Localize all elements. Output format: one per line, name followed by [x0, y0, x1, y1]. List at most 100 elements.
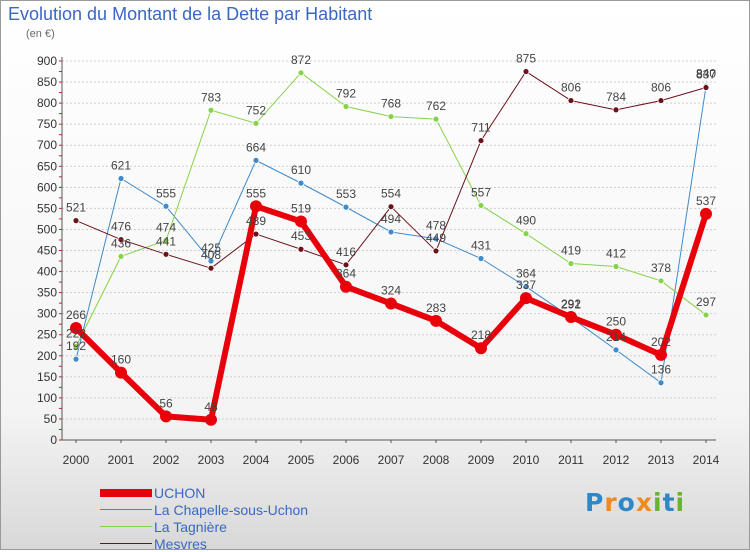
data-label: 214	[606, 330, 626, 344]
logo-letter: P	[585, 488, 605, 517]
data-point	[117, 236, 125, 243]
legend: UCHON La Chapelle-sous-Uchon La Tagnière Me…	[100, 484, 308, 552]
legend-label: UCHON	[154, 484, 206, 501]
data-point	[700, 207, 712, 220]
y-tick-label: 500	[37, 222, 57, 236]
data-point	[297, 179, 305, 187]
data-label: 222	[66, 327, 86, 341]
data-label: 752	[246, 103, 266, 117]
data-label: 192	[66, 339, 86, 353]
data-label: 218	[471, 328, 491, 342]
x-tick-label: 2011	[558, 453, 584, 467]
y-tick-label: 250	[37, 328, 57, 342]
data-point	[117, 252, 125, 260]
data-point	[205, 413, 217, 426]
grid-lines	[62, 60, 716, 441]
data-label: 441	[156, 234, 176, 248]
data-label: 250	[606, 315, 626, 329]
data-point	[160, 410, 172, 423]
chart-title: Evolution du Montant de la Dette par Hab…	[8, 4, 373, 24]
data-label: 494	[381, 212, 401, 226]
data-point	[207, 257, 215, 265]
legend-label: Mesvres	[154, 535, 207, 552]
data-label: 489	[246, 214, 266, 228]
data-label: 425	[201, 241, 221, 255]
data-point	[520, 292, 532, 305]
data-point	[432, 247, 440, 255]
data-label: 837	[696, 68, 716, 82]
data-point	[295, 215, 307, 228]
data-point	[207, 264, 215, 272]
data-point	[477, 255, 485, 262]
x-tick-label: 2010	[513, 453, 540, 467]
data-label: 783	[201, 90, 221, 104]
data-label: 431	[471, 239, 491, 253]
x-tick-label: 2006	[333, 453, 360, 467]
x-tick-label: 2008	[423, 453, 450, 467]
data-label: 840	[696, 66, 716, 80]
data-point	[385, 297, 397, 310]
data-label: 490	[516, 214, 536, 228]
data-label: 364	[336, 267, 356, 281]
data-label: 48	[204, 400, 218, 414]
y-tick-label: 50	[44, 412, 58, 426]
data-label: 337	[516, 278, 536, 292]
data-label: 806	[561, 81, 581, 95]
data-point	[702, 311, 710, 319]
data-point	[475, 342, 487, 355]
data-point	[567, 97, 575, 104]
data-label: 297	[696, 295, 716, 309]
data-point	[342, 261, 350, 269]
data-point	[340, 280, 352, 293]
legend-label: La Tagnière	[154, 518, 227, 535]
y-tick-label: 650	[37, 159, 57, 173]
x-tick-label: 2002	[153, 453, 180, 467]
data-point	[250, 200, 262, 213]
data-point	[387, 203, 395, 211]
data-point	[72, 343, 80, 350]
data-point	[72, 355, 80, 363]
data-point	[115, 366, 127, 379]
data-label: 56	[159, 396, 173, 410]
x-tick-label: 2001	[108, 453, 135, 467]
data-label: 555	[156, 186, 176, 200]
data-point	[162, 250, 170, 258]
data-point	[430, 314, 442, 327]
legend-label: La Chapelle-sous-Uchon	[154, 501, 309, 518]
data-point	[207, 106, 215, 114]
data-point	[477, 137, 485, 144]
y-tick-label: 850	[37, 75, 57, 89]
logo-letter: t	[662, 488, 676, 517]
data-label: 762	[426, 99, 446, 113]
data-point	[72, 217, 80, 225]
data-point	[342, 203, 350, 211]
data-label: 378	[651, 261, 671, 275]
y-tick-label: 350	[37, 286, 57, 300]
data-point	[432, 115, 440, 123]
data-label: 872	[291, 53, 311, 67]
data-label: 711	[471, 121, 490, 135]
data-point	[565, 311, 577, 324]
data-point	[477, 202, 485, 209]
data-point	[655, 348, 667, 361]
data-point	[612, 346, 620, 354]
data-label: 537	[696, 194, 716, 208]
data-label: 291	[561, 297, 581, 311]
data-label: 553	[336, 187, 356, 201]
data-point	[387, 113, 395, 120]
data-label: 283	[426, 301, 446, 315]
data-labels: 266 160 56 48 555 519 364 324 283 218 337 292 250 202…	[66, 52, 716, 414]
y-tick-label: 150	[37, 370, 57, 384]
data-label: 806	[651, 81, 671, 95]
data-label: 610	[291, 163, 311, 177]
legend-swatch	[100, 509, 152, 510]
x-tick-label: 2004	[243, 453, 270, 467]
data-label: 476	[111, 220, 131, 234]
data-point	[702, 84, 710, 91]
data-label: 621	[111, 158, 131, 172]
y-tick-label: 400	[37, 265, 57, 279]
data-point	[522, 230, 530, 238]
axes: 0 50 100 150 200 250 300 350 400 450 500 550 600 650 7…	[37, 54, 720, 467]
data-label: 519	[291, 201, 311, 215]
